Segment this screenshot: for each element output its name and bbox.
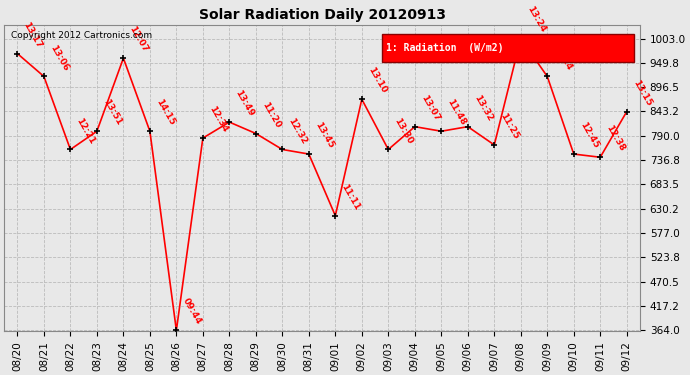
Text: 14:15: 14:15: [154, 98, 176, 127]
Text: 12:32: 12:32: [286, 116, 308, 146]
Text: 13:17: 13:17: [21, 20, 43, 50]
Text: 13:51: 13:51: [101, 98, 123, 127]
FancyBboxPatch shape: [382, 34, 633, 62]
Text: 09:44: 09:44: [181, 297, 203, 326]
Text: 12:34: 12:34: [207, 105, 229, 134]
Text: 13:10: 13:10: [366, 66, 388, 95]
Text: 12:38: 12:38: [604, 124, 627, 153]
Text: 12:45: 12:45: [578, 120, 600, 150]
Text: 11:48: 11:48: [446, 98, 468, 127]
Text: 1: Radiation  (W/m2): 1: Radiation (W/m2): [386, 43, 503, 53]
Text: 13:24: 13:24: [525, 5, 547, 34]
Text: 12:21: 12:21: [75, 116, 97, 146]
Text: 13:24: 13:24: [551, 43, 573, 72]
Text: 13:45: 13:45: [313, 120, 335, 150]
Text: 13:30: 13:30: [393, 116, 415, 146]
Text: 12:07: 12:07: [128, 25, 150, 54]
Text: 13:07: 13:07: [419, 93, 441, 123]
Text: 11:20: 11:20: [260, 100, 282, 129]
Text: 11:25: 11:25: [498, 111, 520, 141]
Text: 13:06: 13:06: [48, 43, 70, 72]
Text: Copyright 2012 Cartronics.com: Copyright 2012 Cartronics.com: [10, 31, 152, 40]
Text: 13:32: 13:32: [472, 93, 494, 123]
Text: 13:49: 13:49: [233, 88, 256, 118]
Title: Solar Radiation Daily 20120913: Solar Radiation Daily 20120913: [199, 8, 446, 22]
Text: 11:11: 11:11: [339, 182, 362, 212]
Text: 13:15: 13:15: [631, 78, 653, 107]
